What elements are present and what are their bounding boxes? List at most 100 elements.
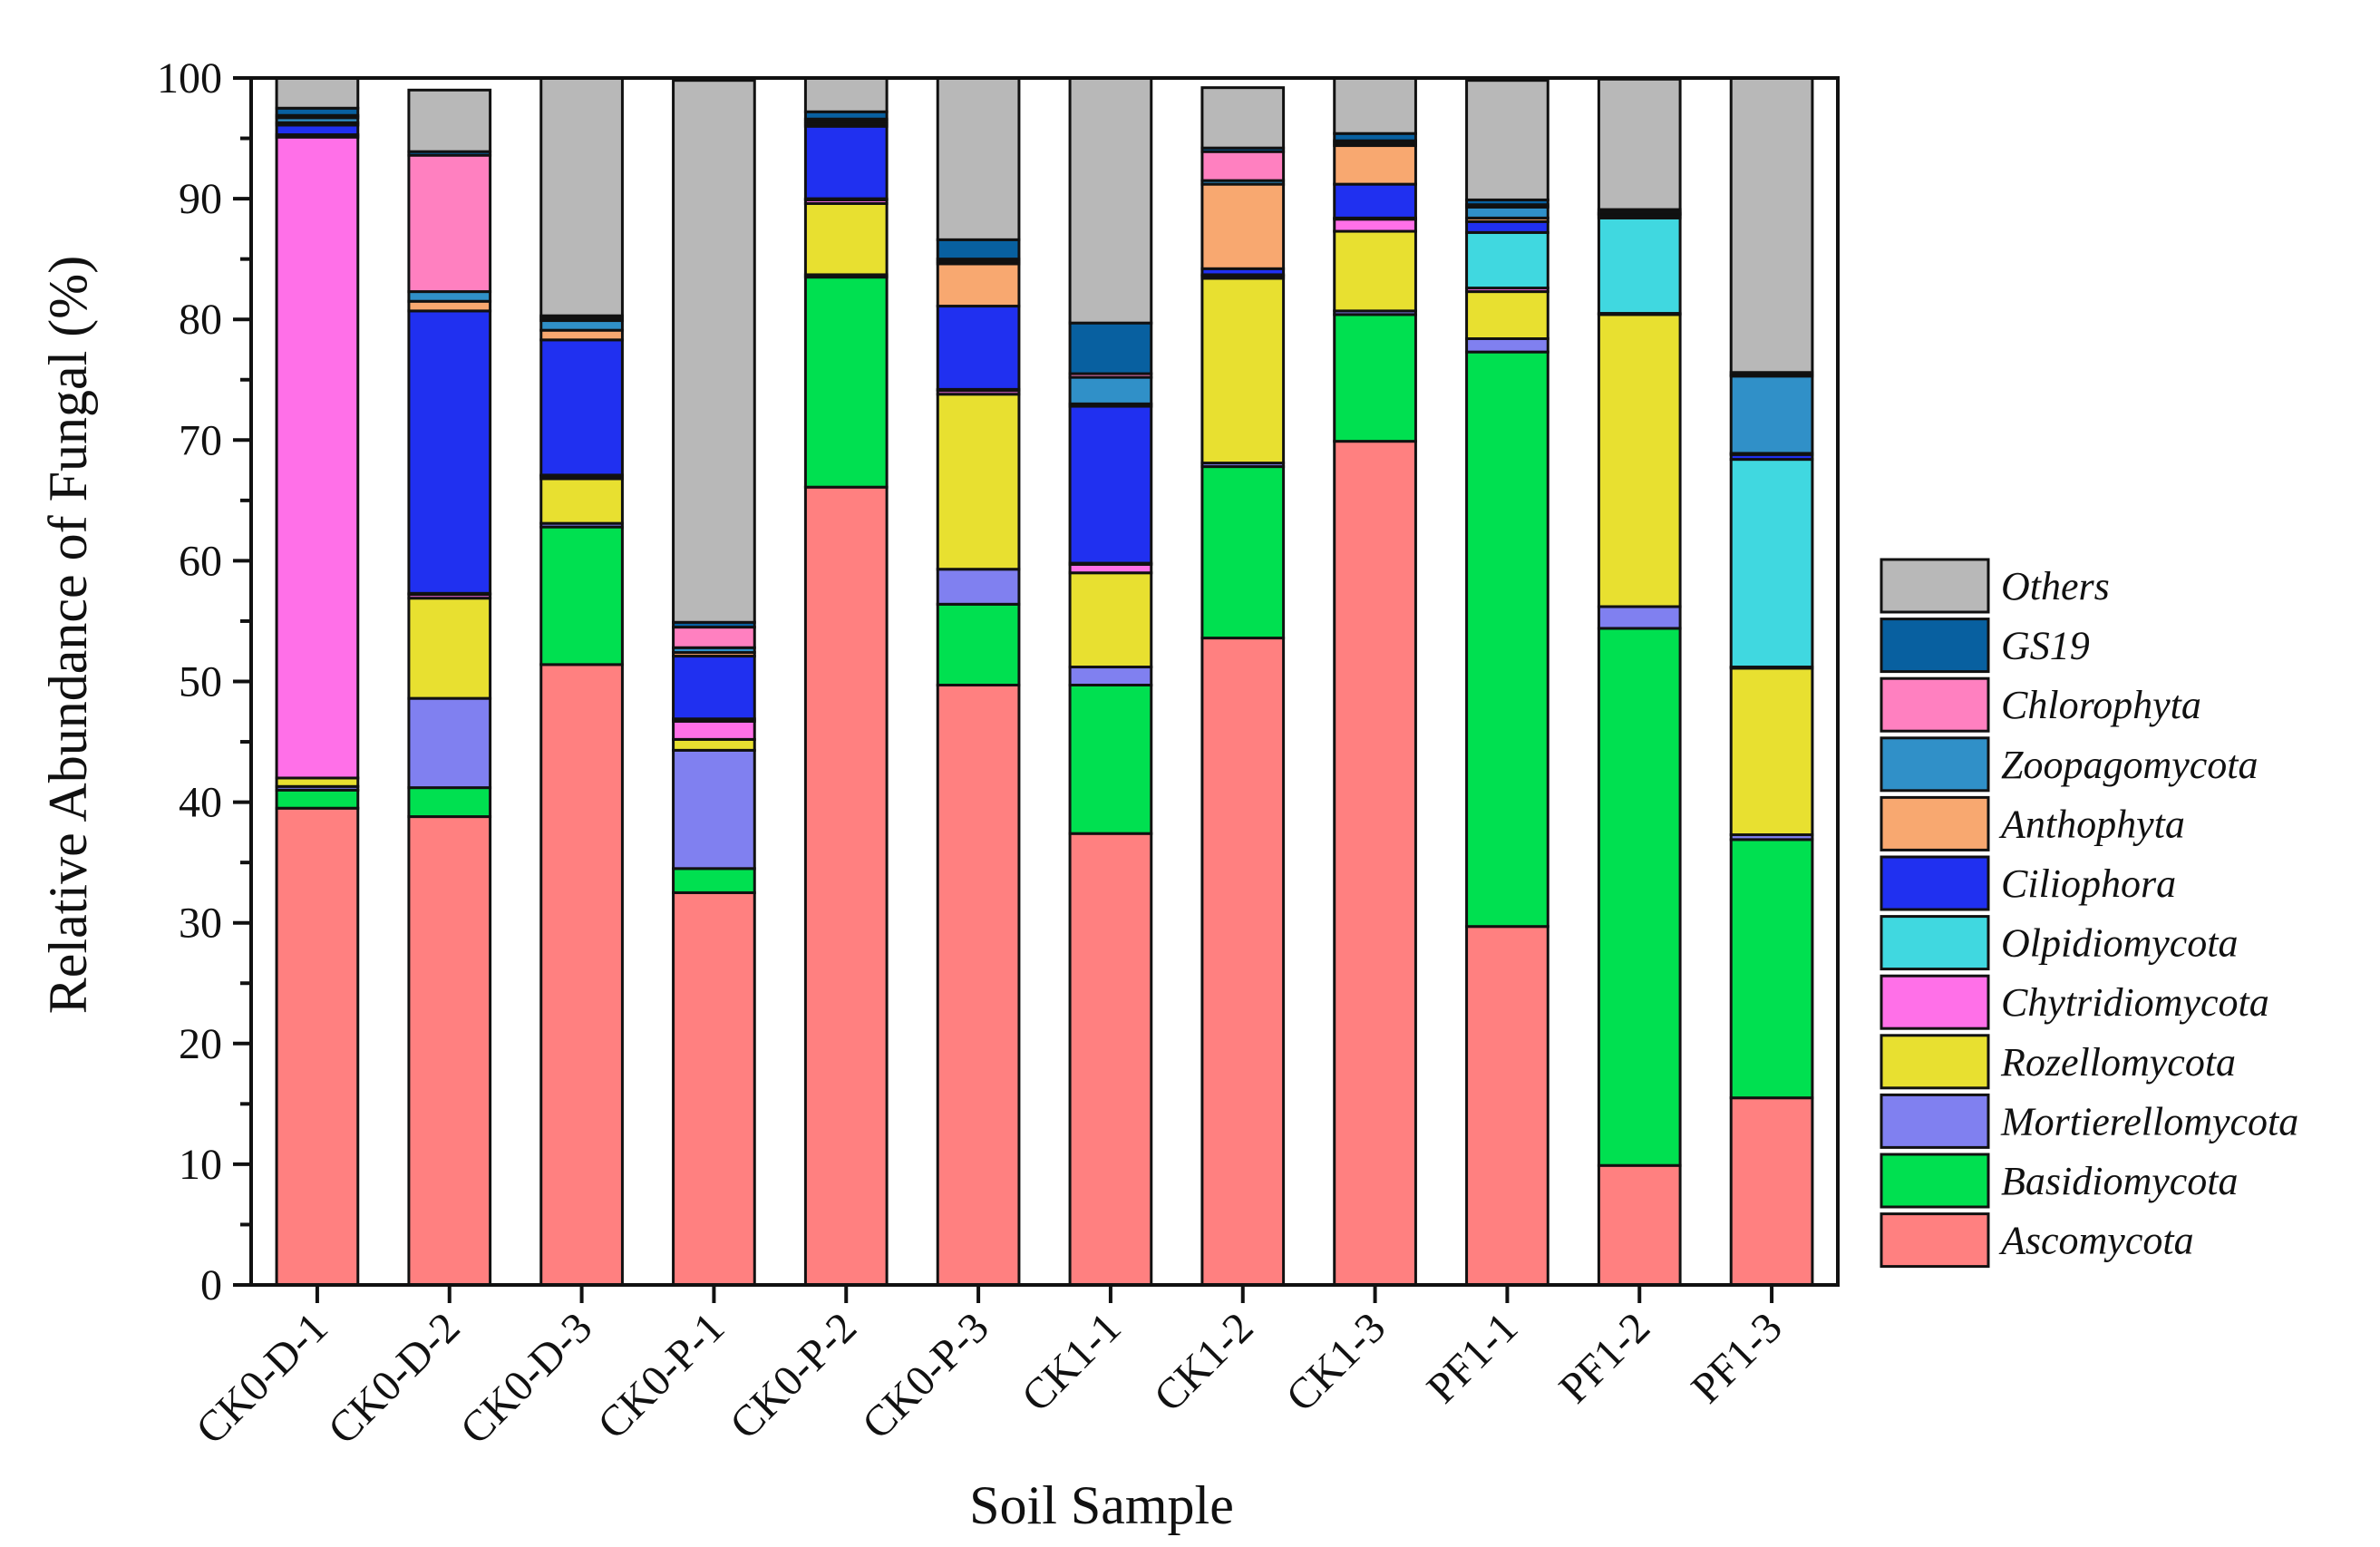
bar-segment [407, 299, 492, 313]
legend-item: Mortierellomycota [1880, 1093, 2298, 1149]
bar-segment [1729, 375, 1814, 455]
bar-segment [1597, 1163, 1682, 1287]
x-tick-label: CK1-3 [1277, 1303, 1394, 1421]
y-tick-label: 50 [179, 658, 222, 706]
bar-segment [407, 815, 492, 1287]
bar-segment [1068, 375, 1153, 405]
legend-swatch [1880, 855, 1990, 911]
legend-item: Zoopagomycota [1880, 736, 2259, 793]
bar-segment [539, 477, 624, 525]
bar-segment [1465, 230, 1549, 290]
bar-segment [1333, 218, 1417, 233]
bar-segment [803, 485, 889, 1287]
bar-segment [1333, 144, 1417, 186]
bar-segment [1597, 77, 1682, 211]
legend-swatch [1880, 676, 1990, 733]
bar-segment [539, 328, 624, 342]
bar-segment [1465, 925, 1549, 1287]
y-tick-label: 30 [179, 900, 222, 948]
legend-item: Rozellomycota [1880, 1034, 2236, 1090]
legend-swatch [1880, 1153, 1990, 1209]
bar-segment [803, 76, 889, 113]
legend-swatch [1880, 558, 1990, 614]
bar-segment [936, 305, 1021, 391]
bar-segment [1729, 458, 1814, 669]
bar-segment [407, 786, 492, 819]
bar-segment [936, 602, 1021, 687]
legend-label: Zoopagomycota [2001, 743, 2259, 787]
x-tick-label: CK1-1 [1013, 1303, 1131, 1421]
legend-label: Mortierellomycota [2000, 1099, 2298, 1143]
bar-segment [1597, 605, 1682, 630]
bar-segment [1068, 666, 1153, 686]
legend-swatch [1880, 915, 1990, 971]
bar-segment [936, 238, 1021, 261]
x-tick-label: PF1-3 [1682, 1303, 1791, 1412]
legend-swatch [1880, 974, 1990, 1030]
legend-label: Ascomycota [1998, 1219, 2194, 1263]
bar-segment [1465, 290, 1549, 340]
bar-segment [803, 201, 889, 277]
bar-segment [1333, 182, 1417, 219]
bar-segment [672, 79, 756, 624]
y-tick-label: 0 [200, 1261, 222, 1309]
legend-item: Ciliophora [1880, 855, 2176, 911]
x-tick-label: CK0-D-3 [452, 1303, 602, 1454]
bar-segment [1333, 440, 1417, 1287]
bar-segment [1068, 321, 1153, 375]
y-tick-label: 20 [179, 1020, 222, 1068]
x-tick-label: PF1-2 [1550, 1303, 1659, 1412]
bar-segment [1200, 277, 1286, 465]
legend-item: Others [1880, 558, 2110, 614]
legend-swatch [1880, 795, 1990, 851]
bar-segment [1729, 666, 1814, 837]
bar-segment [1068, 76, 1153, 325]
bar-segment [407, 597, 492, 700]
bar-segment [1068, 571, 1153, 669]
bar-segment [672, 890, 756, 1287]
bar-segment [407, 153, 492, 294]
legend-label: Olpidiomycota [2001, 921, 2239, 966]
x-tick-label: PF1-1 [1418, 1303, 1527, 1412]
bar-segment [1729, 76, 1814, 375]
bar-segment [936, 393, 1021, 571]
x-tick-label: CK0-P-1 [588, 1303, 733, 1448]
bar-segment [275, 135, 360, 780]
bar-segment [1465, 350, 1549, 929]
bar-segment [1200, 182, 1286, 270]
bar-segment [539, 76, 624, 317]
bar-segment [936, 262, 1021, 308]
bar-segment [672, 719, 756, 741]
bar-segment [275, 788, 360, 810]
bar-segment [936, 568, 1021, 606]
legend-item: Basidiomycota [1880, 1153, 2239, 1209]
bar-segment [1333, 76, 1417, 135]
bar-segment [803, 124, 889, 200]
x-tick-label: CK0-D-2 [319, 1303, 470, 1454]
bar-segment [936, 683, 1021, 1287]
bar-segment [1200, 86, 1286, 150]
bar-segment [1729, 1096, 1814, 1287]
legend-swatch [1880, 1212, 1990, 1269]
bar-segment [1068, 832, 1153, 1287]
legend-item: Olpidiomycota [1880, 915, 2239, 971]
bar-segment [275, 123, 360, 137]
bar-segment [539, 319, 624, 332]
legend-label: Ciliophora [2001, 861, 2176, 906]
bar-segment [1333, 313, 1417, 443]
bars-layer [275, 76, 1814, 1287]
legend-label: Chlorophyta [2001, 683, 2201, 727]
legend-swatch [1880, 1093, 1990, 1149]
y-tick-label: 90 [179, 175, 222, 223]
bar-segment [275, 806, 360, 1287]
legend-label: Chytridiomycota [2001, 980, 2269, 1025]
bar-segment [407, 290, 492, 303]
bar-segment [803, 276, 889, 489]
legend-swatch [1880, 736, 1990, 793]
bar-segment [1200, 465, 1286, 640]
x-axis-title: Soil Sample [969, 1475, 1234, 1535]
y-axis-title: Relative Abundance of Fungal (%) [38, 256, 98, 1014]
x-tick-label: CK0-P-3 [853, 1303, 998, 1448]
